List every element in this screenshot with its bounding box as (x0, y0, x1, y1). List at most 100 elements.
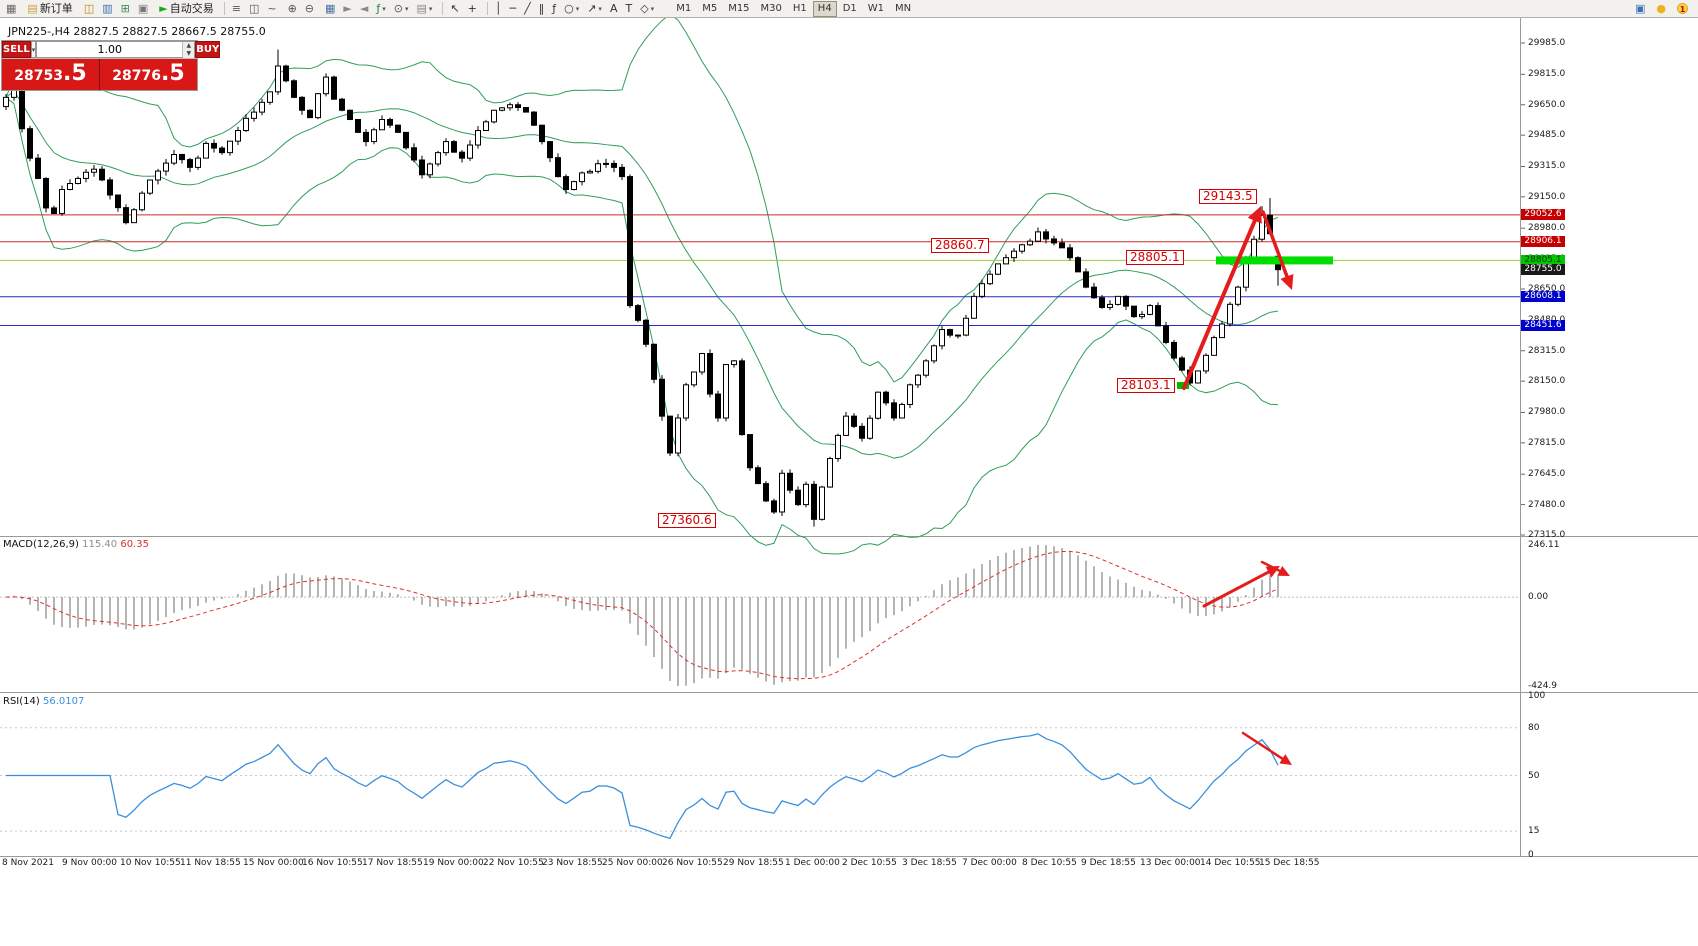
indicators-icon[interactable]: ƒ ▾ (372, 1, 389, 17)
templates-icon[interactable]: ▤ ▾ (412, 1, 436, 17)
trendline-icon[interactable]: ╱ (520, 1, 535, 17)
timeframe-button-h1[interactable]: H1 (792, 2, 807, 14)
notification-badge[interactable]: 1 (1673, 1, 1692, 17)
time-axis-label: 26 Nov 10:55 (662, 858, 723, 868)
text-label-icon[interactable]: T (621, 1, 636, 17)
profiles-icon[interactable]: ◫ (80, 1, 98, 17)
crosshair-icon-glyph: + (467, 1, 477, 15)
time-axis-label: 1 Dec 00:00 (785, 858, 840, 868)
fibonacci-icon[interactable]: ƒ (548, 1, 560, 17)
sell-price-fraction: .5 (63, 61, 87, 86)
cursor-icon[interactable]: ↖ (446, 1, 463, 17)
sell-price-display[interactable]: 28753.5 (2, 59, 99, 90)
tile-windows-icon[interactable]: ▦ (321, 1, 339, 17)
rsi-scale-label: 15 (1528, 826, 1540, 837)
alerts-icon[interactable]: ● (1652, 1, 1670, 17)
price-callout[interactable]: 29143.5 (1199, 189, 1257, 204)
cycle-lines-icon[interactable]: ◇ ▾ (636, 1, 658, 17)
channel-icon[interactable]: ‖ (535, 1, 549, 17)
pane-separators (0, 18, 1698, 857)
macd-indicator-label: MACD(12,26,9) 115.40 60.35 (3, 539, 149, 550)
market-watch-icon[interactable]: ▥ (98, 1, 116, 17)
chevron-down-icon: ▾ (404, 4, 409, 13)
macd-scale-label: 0.00 (1528, 592, 1549, 603)
timeframe-button-m1[interactable]: M1 (676, 2, 692, 14)
timeframe-button-h4[interactable]: H4 (812, 0, 837, 17)
axis-price-label: 28650.0 (1528, 284, 1566, 294)
timeframe-button-m5[interactable]: M5 (702, 2, 718, 14)
price-tag: 29052.6 (1521, 209, 1565, 221)
text-icon[interactable]: A (606, 1, 622, 17)
price-callout[interactable]: 27360.6 (658, 513, 716, 528)
terminal-icon[interactable]: ▣ (134, 1, 152, 17)
new-order-button[interactable]: ▤ 新订单 (23, 1, 76, 17)
time-axis-label: 19 Nov 00:00 (423, 858, 484, 868)
time-axis-label: 17 Nov 18:55 (362, 858, 423, 868)
candlestick-chart-icon[interactable]: ◫ (245, 1, 263, 17)
timeframe-button-m30[interactable]: M30 (760, 2, 782, 14)
vertical-line-icon-glyph: │ (494, 1, 502, 15)
navigator-icon[interactable]: ⊞ (117, 1, 134, 17)
market-watch-icon-glyph: ▥ (102, 1, 113, 15)
trend-arrows[interactable] (1182, 206, 1294, 765)
volume-increase-button[interactable]: ▲ (183, 42, 195, 50)
cursor-icon-glyph: ↖ (450, 1, 460, 15)
chevron-down-icon: ▾ (428, 4, 433, 13)
axis-price-label: 29485.0 (1528, 130, 1566, 141)
timeframe-button-m15[interactable]: M15 (728, 2, 750, 14)
crosshair-icon[interactable]: + (464, 1, 481, 17)
axis-price-label: 27315.0 (1528, 530, 1566, 540)
sell-button[interactable]: SELL (2, 41, 31, 58)
charts-panel-icon-glyph: ▣ (1634, 1, 1646, 15)
auto-scroll-icon[interactable]: ► (339, 1, 355, 17)
auto-trading-button-glyph: ► (159, 1, 168, 15)
one-click-trading-panel: SELL ▾ ▲ ▼ BUY 28753.5 28776.5 (1, 40, 221, 91)
chevron-down-icon: ▾ (650, 4, 655, 13)
time-axis-label: 9 Dec 18:55 (1081, 858, 1136, 868)
vertical-line-icon[interactable]: │ (491, 1, 506, 17)
order-type-dropdown[interactable]: ▾ (30, 41, 37, 58)
price-callout[interactable]: 28805.1 (1126, 250, 1184, 265)
periods-icon[interactable]: ⊙ ▾ (390, 1, 413, 17)
notification-badge-glyph: 1 (1677, 3, 1688, 14)
rsi-scale-label: 50 (1528, 770, 1540, 781)
timeframe-button-mn[interactable]: MN (895, 2, 912, 14)
timeframe-button-d1[interactable]: D1 (842, 2, 857, 14)
line-chart-icon[interactable]: ~ (263, 1, 280, 17)
volume-input[interactable] (37, 42, 183, 57)
price-callout[interactable]: 28103.1 (1117, 378, 1175, 393)
zoom-out-icon[interactable]: ⊖ (301, 1, 318, 17)
arrows-icon[interactable]: ↗ ▾ (583, 1, 606, 17)
bar-chart-icon[interactable]: ≡ (228, 1, 245, 17)
auto-trading-button[interactable]: ► 自动交易 (155, 1, 217, 17)
chevron-down-icon: ▾ (575, 4, 580, 13)
zoom-in-icon[interactable]: ⊕ (284, 1, 301, 17)
time-axis-label: 25 Nov 00:00 (602, 858, 663, 868)
buy-price-display[interactable]: 28776.5 (100, 59, 197, 90)
rsi-scale-label: 0 (1528, 850, 1534, 860)
price-tag: 28608.1 (1521, 291, 1565, 303)
toolbar-separator (486, 2, 488, 15)
timeframe-button-w1[interactable]: W1 (867, 2, 884, 14)
chart-shift-icon[interactable]: ◄ (356, 1, 372, 17)
zoom-out-icon-glyph: ⊖ (304, 1, 314, 15)
shapes-icon[interactable]: ○ ▾ (560, 1, 583, 17)
navigator-icon-glyph: ⊞ (120, 1, 130, 15)
time-axis-label: 8 Dec 10:55 (1022, 858, 1077, 868)
volume-decrease-button[interactable]: ▼ (183, 50, 195, 58)
price-callout[interactable]: 28860.7 (931, 238, 989, 253)
auto-trading-button-label: 自动交易 (169, 1, 214, 15)
time-axis-label: 23 Nov 18:55 (542, 858, 603, 868)
charts-panel-icon[interactable]: ▣ (1631, 1, 1649, 17)
horizontal-level-lines[interactable] (0, 214, 1520, 327)
horizontal-line-icon[interactable]: ─ (505, 1, 520, 17)
text-icon-glyph: A (609, 1, 618, 15)
terminal-icon-glyph: ▣ (137, 1, 149, 15)
axis-price-label: 28315.0 (1528, 345, 1566, 356)
support-zone-highlight[interactable] (1216, 256, 1333, 265)
new-order-button-label: 新订单 (39, 1, 73, 15)
chart-window-icon[interactable]: ▦ (2, 1, 20, 17)
time-axis-label: 16 Nov 10:55 (302, 858, 363, 868)
buy-button[interactable]: BUY (195, 41, 221, 58)
